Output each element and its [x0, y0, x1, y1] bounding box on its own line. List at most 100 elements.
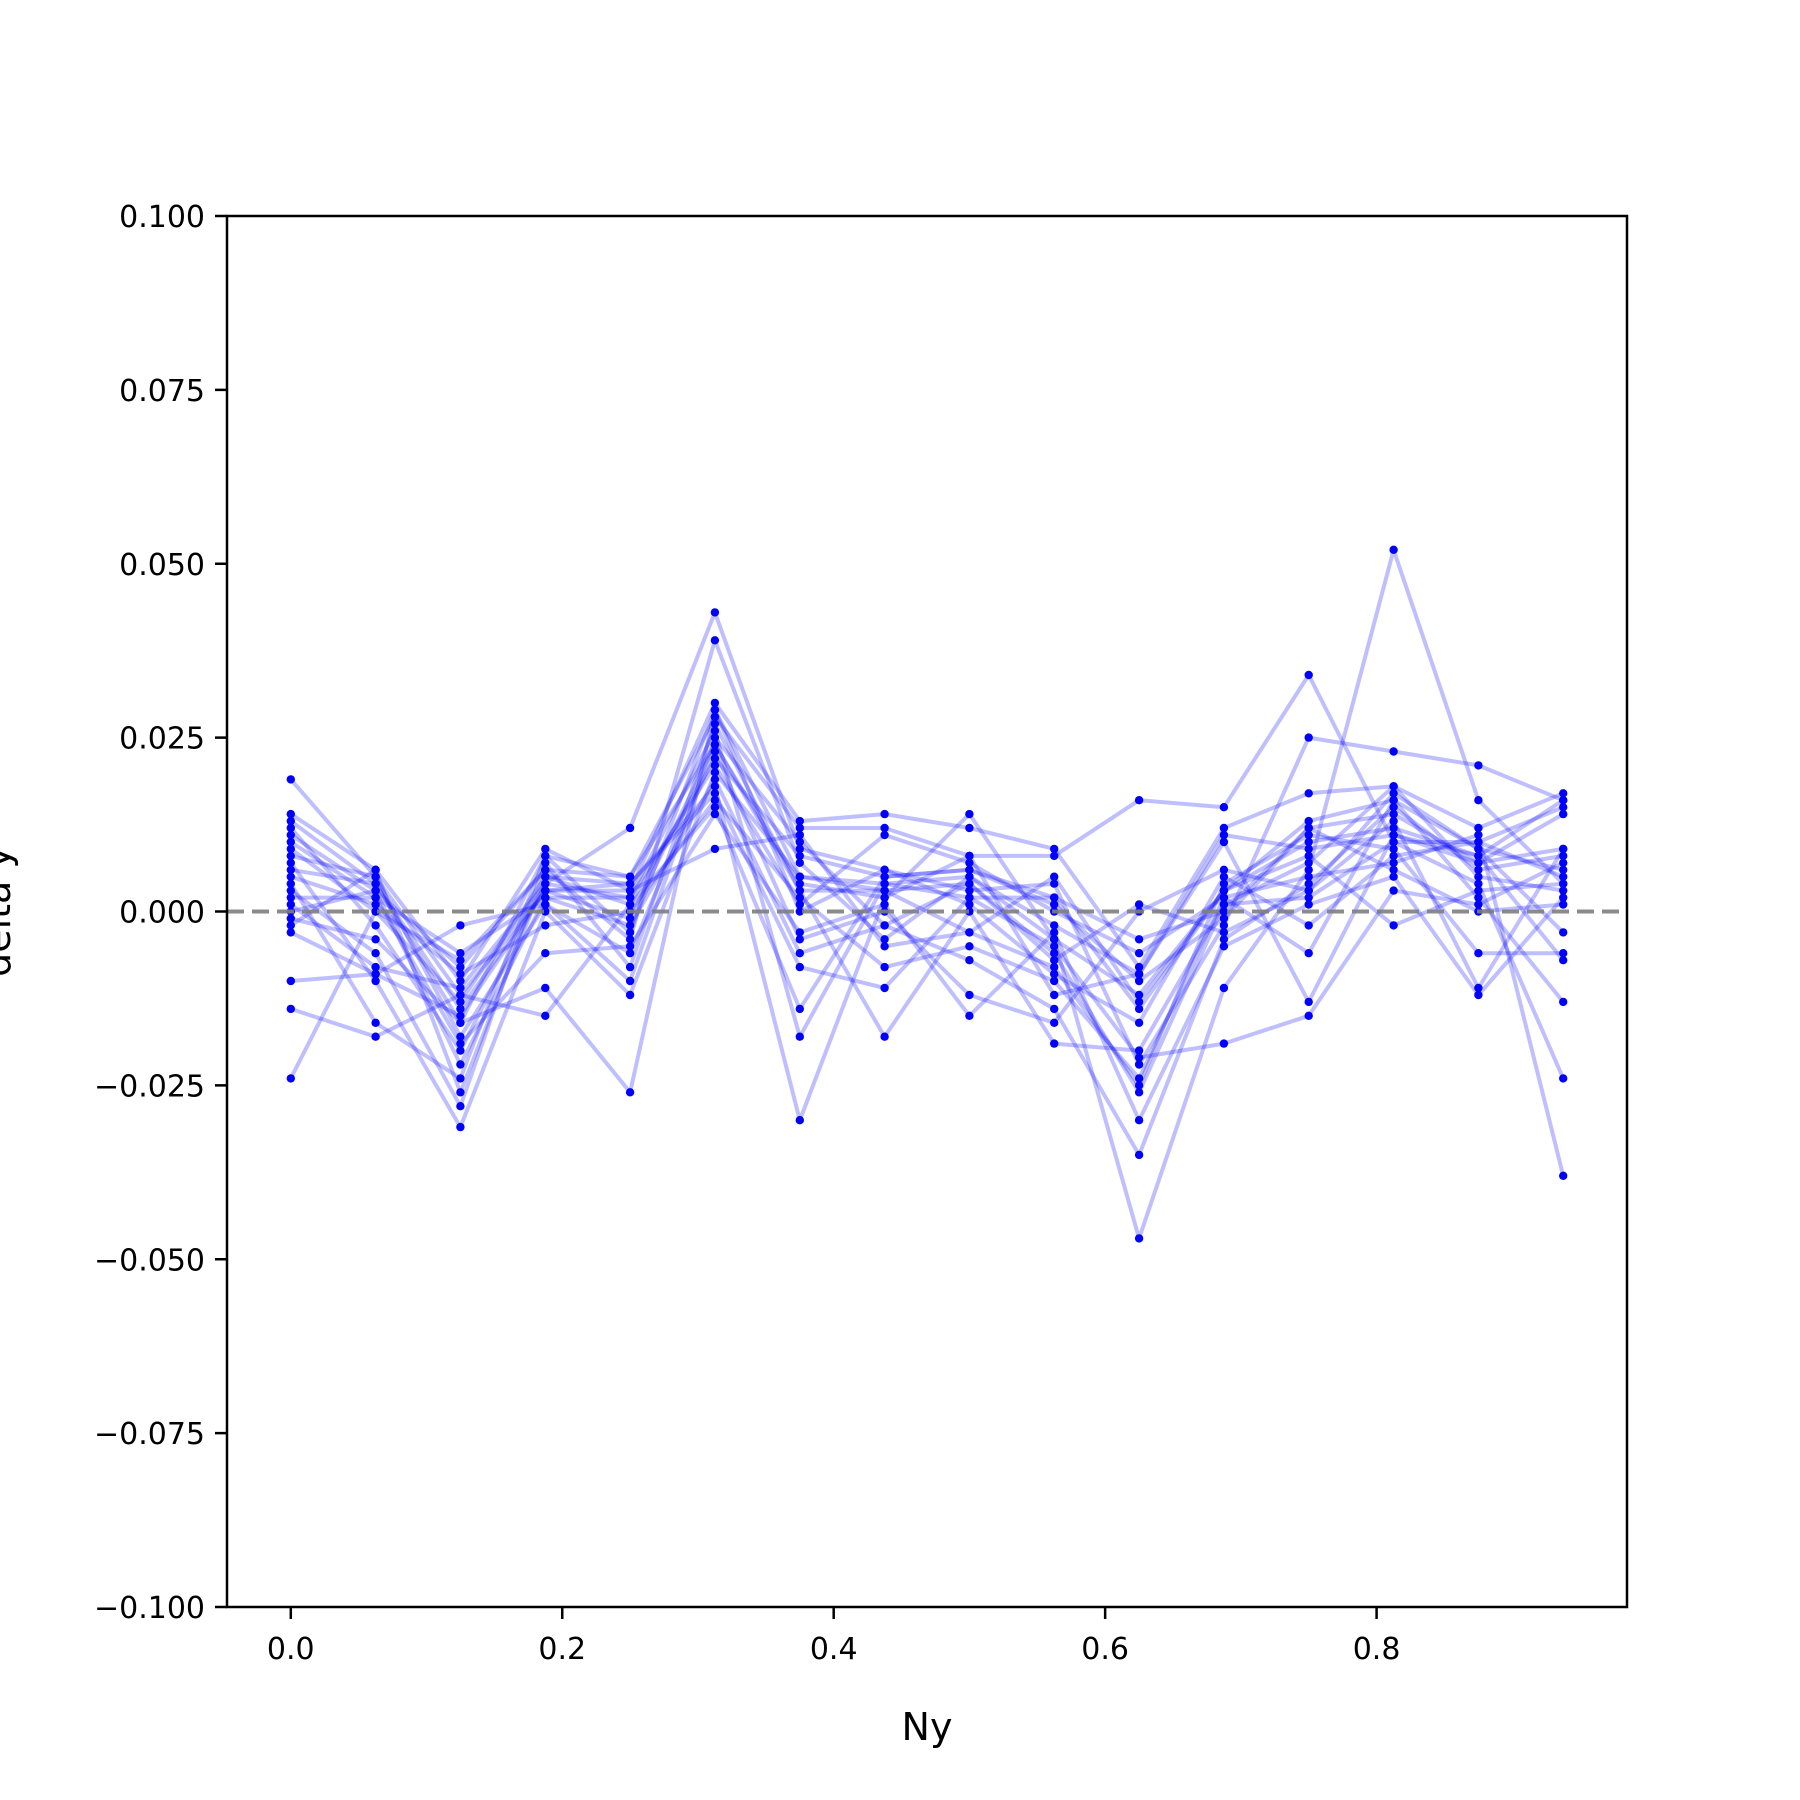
data-point — [371, 1018, 380, 1027]
data-point — [710, 789, 720, 798]
data-point — [286, 976, 295, 986]
data-point — [1389, 921, 1398, 930]
series-line-4 — [289, 610, 1564, 1067]
data-point — [1559, 949, 1568, 958]
data-point — [795, 1032, 804, 1041]
data-point — [1559, 803, 1568, 812]
data-point — [1219, 935, 1229, 944]
series-line-10 — [290, 784, 1565, 1123]
data-point — [1134, 935, 1144, 944]
data-point — [541, 907, 550, 916]
data-point — [710, 768, 720, 777]
data-point — [1219, 803, 1229, 812]
data-point — [456, 983, 465, 993]
data-point — [795, 851, 804, 861]
data-point — [710, 719, 720, 728]
data-point — [795, 879, 804, 888]
data-point — [710, 775, 720, 784]
y-tick-label: −0.050 — [94, 1243, 205, 1278]
data-point — [795, 949, 804, 958]
data-point — [1050, 844, 1059, 854]
data-point — [1050, 949, 1059, 958]
series-line-2 — [289, 700, 1564, 983]
data-point — [1304, 830, 1313, 840]
data-point — [1474, 893, 1483, 902]
data-point — [541, 921, 550, 930]
data-point — [1559, 928, 1568, 937]
data-point — [795, 1004, 804, 1014]
data-point — [371, 935, 380, 944]
data-point — [1304, 921, 1313, 930]
data-point — [456, 969, 465, 979]
data-point — [710, 754, 720, 763]
data-point — [965, 907, 974, 916]
data-point — [1050, 1039, 1059, 1048]
data-point — [1050, 872, 1059, 881]
data-point — [1134, 1046, 1144, 1055]
y-tick-label: 0.025 — [119, 722, 205, 757]
data-point — [541, 886, 550, 895]
data-point — [1559, 893, 1568, 902]
data-point — [1474, 900, 1483, 909]
data-point — [1474, 983, 1483, 993]
y-tick-label: −0.075 — [94, 1417, 205, 1452]
data-point — [541, 858, 550, 867]
data-point — [625, 928, 635, 937]
data-point — [286, 921, 295, 930]
data-point — [286, 837, 295, 847]
data-point — [1050, 900, 1059, 909]
data-point — [1134, 969, 1144, 979]
series-line-14 — [289, 763, 1565, 1004]
data-point — [1219, 1039, 1229, 1048]
data-point — [965, 851, 974, 861]
series-line-5 — [289, 547, 1565, 1241]
data-point — [880, 893, 889, 902]
data-point — [456, 1046, 465, 1055]
data-point — [880, 935, 889, 944]
data-point — [1134, 1116, 1144, 1125]
data-point — [286, 1004, 295, 1014]
data-point — [1304, 858, 1313, 867]
data-point — [456, 1039, 465, 1048]
data-point — [625, 872, 635, 881]
series-line-17 — [289, 791, 1565, 1095]
data-point — [371, 865, 380, 874]
data-point — [541, 851, 550, 861]
data-point — [1559, 844, 1568, 854]
data-point — [625, 900, 635, 909]
data-point — [286, 809, 295, 819]
data-point — [371, 1032, 380, 1041]
data-point — [880, 872, 889, 881]
data-point — [1219, 830, 1229, 840]
x-tick-label: 0.8 — [1353, 1632, 1401, 1667]
data-point — [625, 886, 635, 895]
data-point — [795, 1116, 804, 1125]
data-point — [371, 921, 380, 930]
data-point — [880, 886, 889, 895]
data-point — [795, 816, 804, 826]
data-point — [1304, 865, 1313, 874]
data-point — [795, 844, 804, 854]
y-tick-label: −0.025 — [94, 1069, 205, 1104]
data-point — [456, 956, 465, 965]
data-point — [456, 1102, 465, 1111]
x-tick-label: 0.0 — [267, 1632, 315, 1667]
data-point — [710, 803, 720, 812]
data-point — [880, 900, 889, 909]
data-point — [1389, 747, 1398, 756]
data-point — [1050, 893, 1059, 902]
data-point — [456, 1088, 465, 1097]
data-point — [1304, 823, 1313, 833]
data-point — [625, 962, 635, 972]
data-point — [1474, 872, 1483, 881]
x-tick-label: 0.6 — [1081, 1632, 1129, 1667]
series-line-1 — [289, 742, 1565, 997]
data-point — [371, 893, 380, 902]
data-point — [1304, 670, 1313, 680]
data-point — [1559, 1074, 1568, 1083]
data-point — [456, 1011, 465, 1020]
data-point — [456, 1122, 465, 1132]
data-point — [710, 636, 720, 645]
data-point — [286, 816, 295, 826]
